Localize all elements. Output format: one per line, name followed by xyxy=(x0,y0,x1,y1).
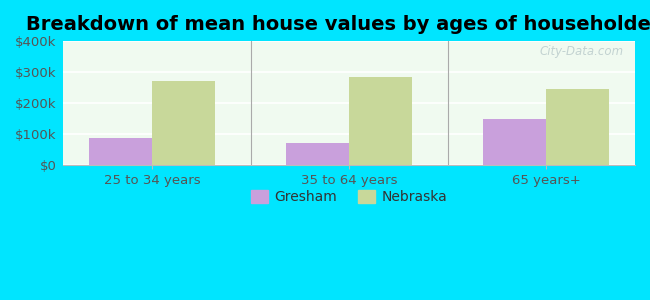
Bar xyxy=(349,77,412,165)
Bar xyxy=(90,138,152,165)
Legend: Gresham, Nebraska: Gresham, Nebraska xyxy=(246,185,453,210)
Bar xyxy=(483,119,546,165)
Title: Breakdown of mean house values by ages of householders: Breakdown of mean house values by ages o… xyxy=(26,15,650,34)
Bar xyxy=(286,142,349,165)
Bar xyxy=(152,81,215,165)
Bar xyxy=(546,89,609,165)
Text: City-Data.com: City-Data.com xyxy=(540,45,623,58)
